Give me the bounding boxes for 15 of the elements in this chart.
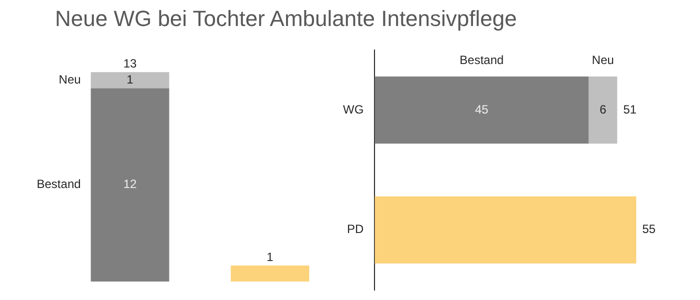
series-label: Neu xyxy=(592,52,614,67)
total-label: 55 xyxy=(642,222,656,236)
total-label: 1 xyxy=(266,250,274,264)
chart-title: Neue WG bei Tochter Ambulante Intensivpflege xyxy=(55,6,517,32)
series-label: Neu xyxy=(58,72,81,86)
total-label: 13 xyxy=(123,56,137,70)
data-label: 12 xyxy=(123,177,137,192)
series-label: Bestand xyxy=(36,177,81,192)
data-label: 6 xyxy=(600,102,607,116)
y-tick-label: WG xyxy=(342,102,364,116)
data-label: 45 xyxy=(474,102,489,116)
series-label: Bestand xyxy=(460,52,504,67)
data-label: 1 xyxy=(126,72,134,86)
y-tick-label: PD xyxy=(346,222,364,236)
total-label: 51 xyxy=(623,102,637,116)
